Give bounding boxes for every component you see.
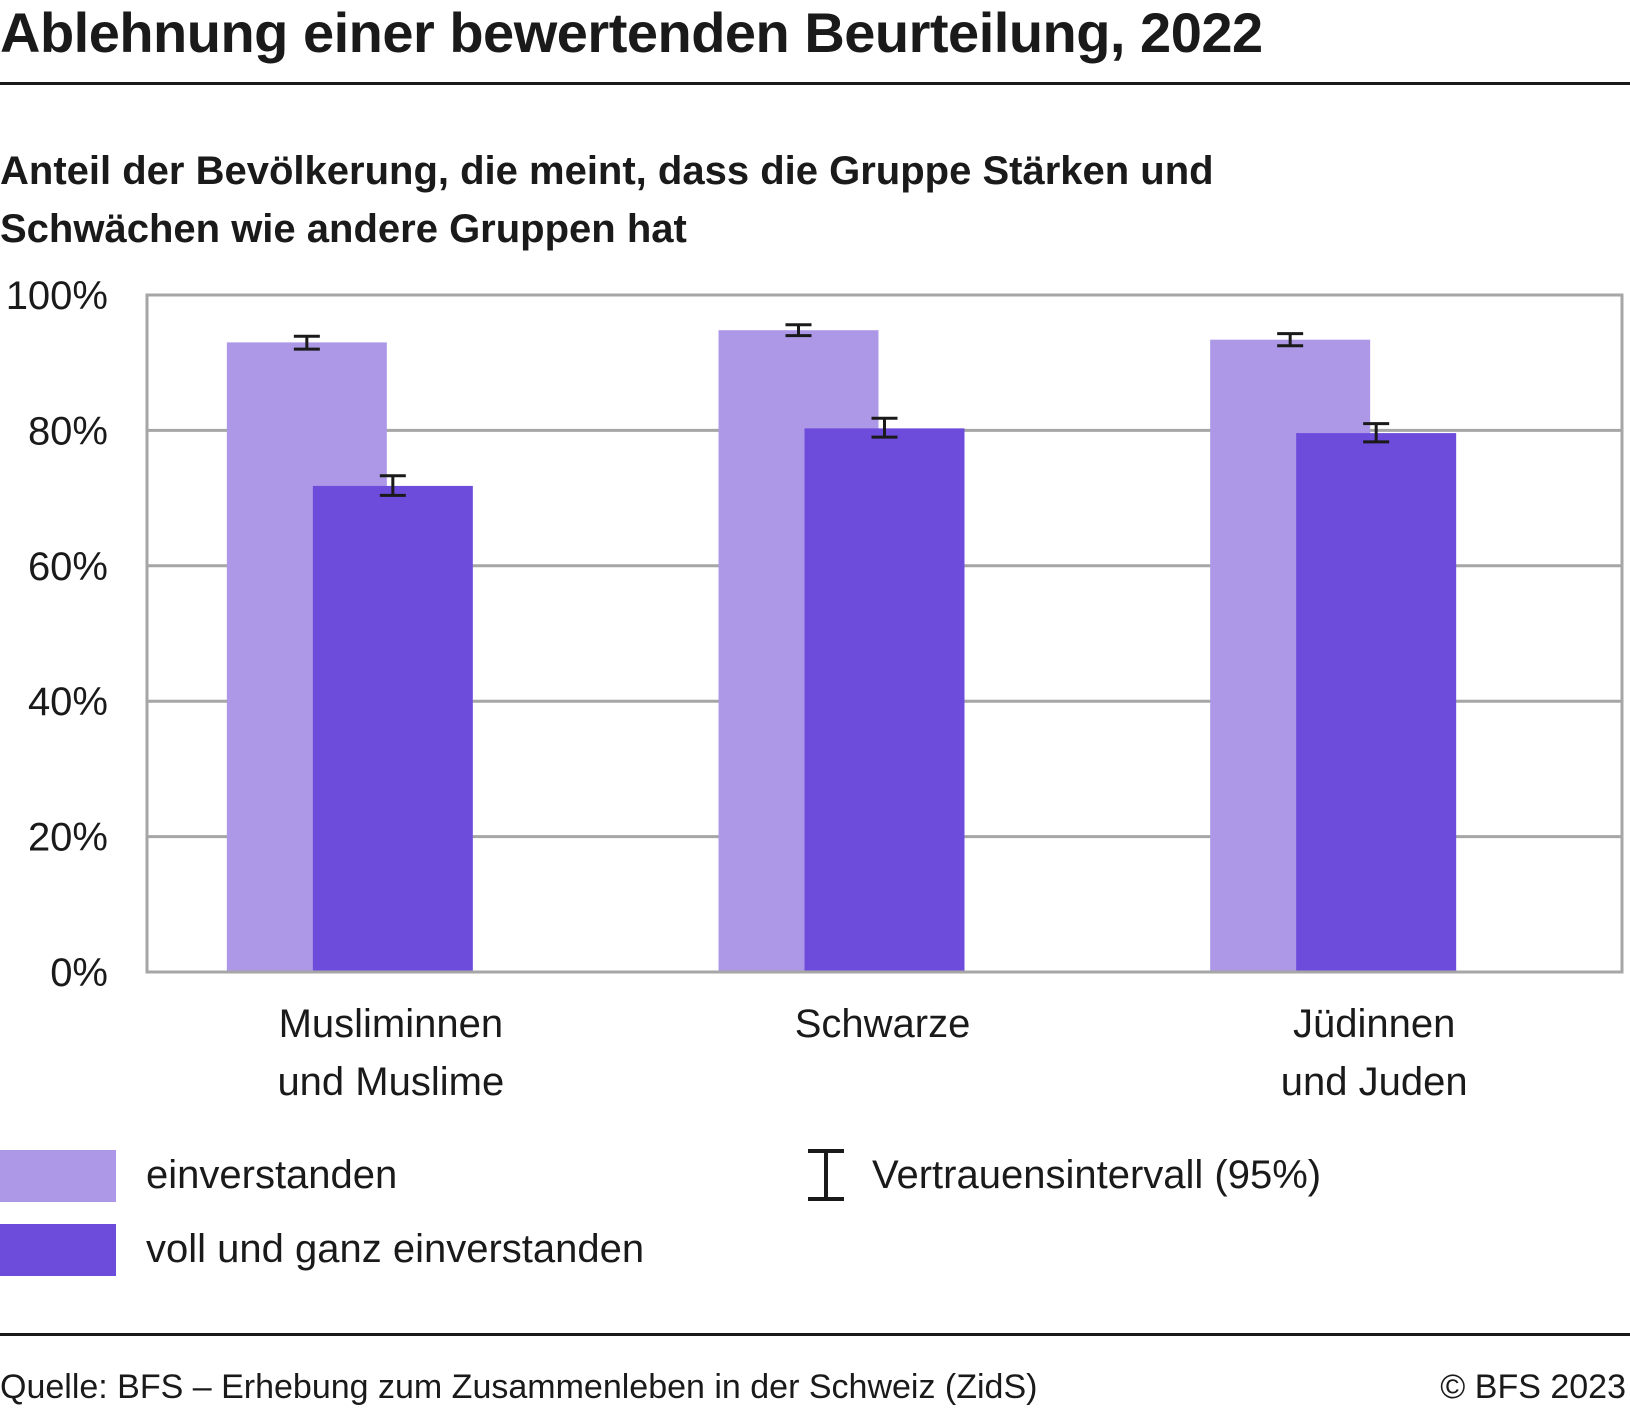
legend-label-einverstanden: einverstanden — [146, 1153, 398, 1197]
legend-label-confidence-interval: Vertrauensintervall (95%) — [872, 1153, 1322, 1197]
x-category-label-line: und Muslime — [277, 1060, 504, 1100]
y-tick-label: 100% — [6, 274, 108, 318]
plot-frame — [145, 293, 1624, 974]
chart-subtitle: Anteil der Bevölkerung, die meint, dass … — [0, 149, 1214, 251]
source-note: Quelle: BFS – Erhebung zum Zusammenleben… — [0, 1368, 1038, 1406]
x-category-label-line: Schwarze — [795, 1002, 971, 1046]
x-category-label-line: Jüdinnen — [1293, 1002, 1455, 1046]
y-tick-label: 0% — [50, 951, 108, 995]
y-tick-label: 60% — [28, 545, 108, 589]
confidence-interval-icon — [808, 1149, 844, 1201]
x-category-label-line: Musliminnen — [279, 1002, 504, 1046]
y-tick-label: 20% — [28, 816, 108, 860]
legend-swatch-voll-und-ganz — [0, 1224, 116, 1276]
x-category-label: Schwarze — [795, 1002, 971, 1046]
x-category-label-line: und Juden — [1281, 1060, 1468, 1100]
legend-label-voll-und-ganz: voll und ganz einverstanden — [146, 1227, 645, 1271]
bar-chart: 0% 20% 40% 60% 80% 100% Musliminnen und Muslime… — [6, 274, 1624, 1100]
y-tick-label: 80% — [28, 409, 108, 453]
bar — [1296, 433, 1457, 972]
footer-divider — [0, 1333, 1630, 1336]
legend-swatch-einverstanden — [0, 1150, 116, 1202]
title-divider — [0, 82, 1630, 85]
chart-title: Ablehnung einer bewertenden Beurteilung,… — [0, 1, 1263, 64]
x-category-label: Jüdinnen und Juden — [1281, 1002, 1468, 1100]
copyright-note: © BFS 2023 — [1440, 1368, 1626, 1406]
bar — [312, 485, 473, 972]
x-category-label: Musliminnen und Muslime — [277, 1002, 504, 1100]
y-tick-label: 40% — [28, 680, 108, 724]
bar — [804, 428, 965, 972]
